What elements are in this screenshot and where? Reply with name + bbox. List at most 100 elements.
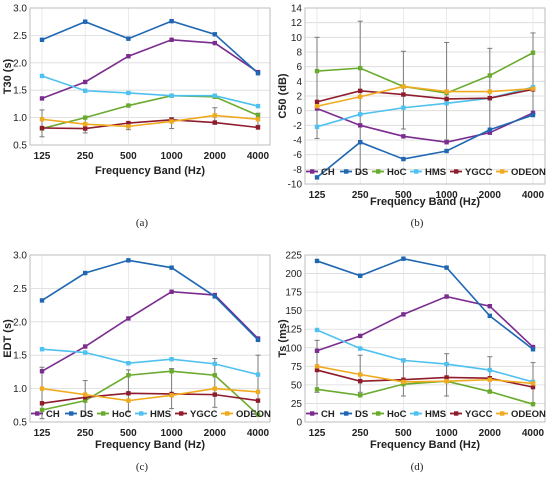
series-line-ch: [316, 107, 534, 144]
data-point-ds: [169, 265, 174, 270]
data-point-ch: [444, 140, 449, 145]
data-point-hms: [358, 112, 363, 117]
y-tick-label: -4: [293, 136, 302, 147]
legend-label-ch: CH: [46, 409, 60, 420]
x-tick-label: 125: [34, 428, 51, 439]
data-point-ygcc: [530, 384, 536, 390]
data-point-hoc: [358, 65, 363, 71]
y-tick-label: 75: [291, 362, 303, 373]
data-point-ds: [212, 294, 217, 299]
series-line-ds: [316, 257, 534, 350]
y-tick-label: -8: [293, 165, 302, 176]
data-point-odeon: [255, 117, 261, 122]
x-tick-label: 500: [120, 151, 137, 162]
data-point-ds: [314, 258, 320, 264]
legend-label-odeon: ODEON: [511, 409, 546, 420]
legend-marker-hoc: [376, 169, 381, 174]
data-point-odeon: [212, 113, 217, 118]
y-tick-label: 14: [291, 4, 303, 15]
legend-label-hoc: HoC: [387, 409, 407, 420]
legend-label-hms: HMS: [425, 409, 446, 420]
y-tick-label: 225: [285, 251, 302, 262]
data-point-ch: [212, 40, 217, 46]
data-point-hoc: [255, 113, 261, 118]
data-point-hms: [358, 346, 363, 351]
data-point-hoc: [83, 398, 88, 403]
series-line-ygcc: [316, 88, 534, 103]
series-line-ch: [41, 38, 259, 100]
data-point-hoc: [126, 373, 131, 378]
data-point-ds: [530, 347, 536, 352]
x-axis-label: Frequency Band (Hz): [95, 439, 205, 451]
y-tick-label: 2: [296, 92, 302, 103]
data-point-ygcc: [444, 375, 449, 380]
plot-frame: [304, 7, 546, 185]
series-line-ch: [41, 290, 259, 372]
data-point-ch: [358, 333, 363, 339]
data-point-odeon: [358, 94, 363, 99]
data-point-ds: [212, 32, 217, 37]
data-point-ds: [39, 298, 45, 303]
series-line-hoc: [41, 370, 259, 416]
data-point-ch: [39, 369, 45, 374]
legend-marker-hms: [139, 411, 144, 416]
series-line-odeon: [41, 114, 259, 128]
data-point-ygcc: [401, 377, 406, 382]
data-point-hms: [314, 327, 320, 333]
series-line-ygcc: [41, 118, 259, 130]
data-point-ch: [83, 79, 88, 85]
chart-panel-3: 0.5 1.0 1.5 2.0 2.5 3.0 125 250 500 1000 2000 4000 E…: [2, 251, 271, 474]
data-point-ygcc: [358, 88, 363, 94]
data-point-ds: [169, 18, 174, 24]
data-point-hms: [444, 101, 449, 106]
x-tick-label: 1000: [435, 190, 458, 201]
y-tick-label: 6: [296, 62, 302, 73]
panel-caption: (a): [136, 217, 149, 229]
data-point-hoc: [487, 73, 492, 78]
data-point-ds: [255, 71, 261, 76]
data-point-ch: [487, 304, 492, 309]
x-axis-label: Frequency Band (Hz): [370, 439, 480, 451]
data-point-ds: [83, 19, 88, 24]
chart-panel-4: 0 25 50 75 100 125 150 175 200 225 125 250 500 1000 20…: [277, 251, 546, 474]
data-point-ch: [530, 344, 536, 350]
data-point-odeon: [314, 364, 320, 369]
data-point-ygcc: [314, 99, 320, 105]
x-tick-label: 500: [395, 190, 412, 201]
legend-label-ds: DS: [80, 409, 93, 420]
series-line-hoc: [41, 94, 259, 130]
legend-marker-odeon: [500, 169, 505, 174]
panel-caption: (c): [136, 461, 149, 473]
y-tick-label: 8: [296, 48, 302, 59]
data-point-odeon: [83, 121, 88, 127]
data-point-ygcc: [444, 96, 449, 102]
data-point-odeon: [530, 86, 536, 91]
data-point-ygcc: [314, 367, 320, 373]
y-tick-label: 100: [285, 343, 302, 354]
legend-label-ch: CH: [321, 167, 335, 178]
data-point-odeon: [401, 84, 406, 89]
data-point-odeon: [39, 117, 45, 122]
x-tick-label: 2000: [204, 151, 227, 162]
y-tick-label: -2: [293, 121, 302, 132]
data-point-odeon: [530, 381, 536, 386]
x-axis-label: Frequency Band (Hz): [370, 196, 480, 208]
legend-label-odeon: ODEON: [236, 409, 271, 420]
data-point-hms: [83, 88, 88, 93]
y-tick-label: -10: [288, 180, 303, 191]
data-point-ds: [401, 156, 406, 162]
panel-caption: (b): [411, 217, 424, 229]
data-point-ch: [487, 130, 492, 135]
data-point-odeon: [358, 372, 363, 377]
data-point-ygcc: [401, 92, 406, 97]
data-point-hoc: [169, 369, 174, 374]
data-point-odeon: [314, 104, 320, 109]
legend-marker-ds: [69, 411, 74, 416]
legend-label-hoc: HoC: [112, 409, 132, 420]
data-point-hms: [401, 105, 406, 110]
x-axis-label: Frequency Band (Hz): [95, 165, 205, 177]
y-tick-label: 200: [285, 269, 302, 280]
data-point-ds: [487, 127, 492, 132]
y-tick-label: 2.0: [13, 58, 27, 69]
chart-panel-1: 0.5 1.0 1.5 2.0 2.5 3.0 125 250 500 1000 2000 4000 T…: [2, 4, 271, 229]
